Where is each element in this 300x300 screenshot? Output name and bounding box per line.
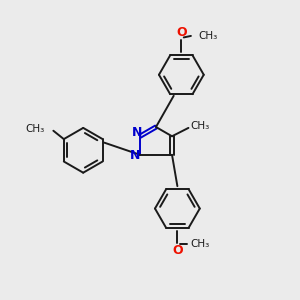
Text: CH₃: CH₃ bbox=[198, 31, 218, 41]
Text: CH₃: CH₃ bbox=[190, 239, 209, 249]
Text: N: N bbox=[132, 126, 143, 139]
Text: CH₃: CH₃ bbox=[26, 124, 45, 134]
Text: CH₃: CH₃ bbox=[191, 122, 210, 131]
Text: O: O bbox=[172, 244, 183, 257]
Text: O: O bbox=[176, 26, 187, 39]
Text: N: N bbox=[129, 149, 140, 162]
